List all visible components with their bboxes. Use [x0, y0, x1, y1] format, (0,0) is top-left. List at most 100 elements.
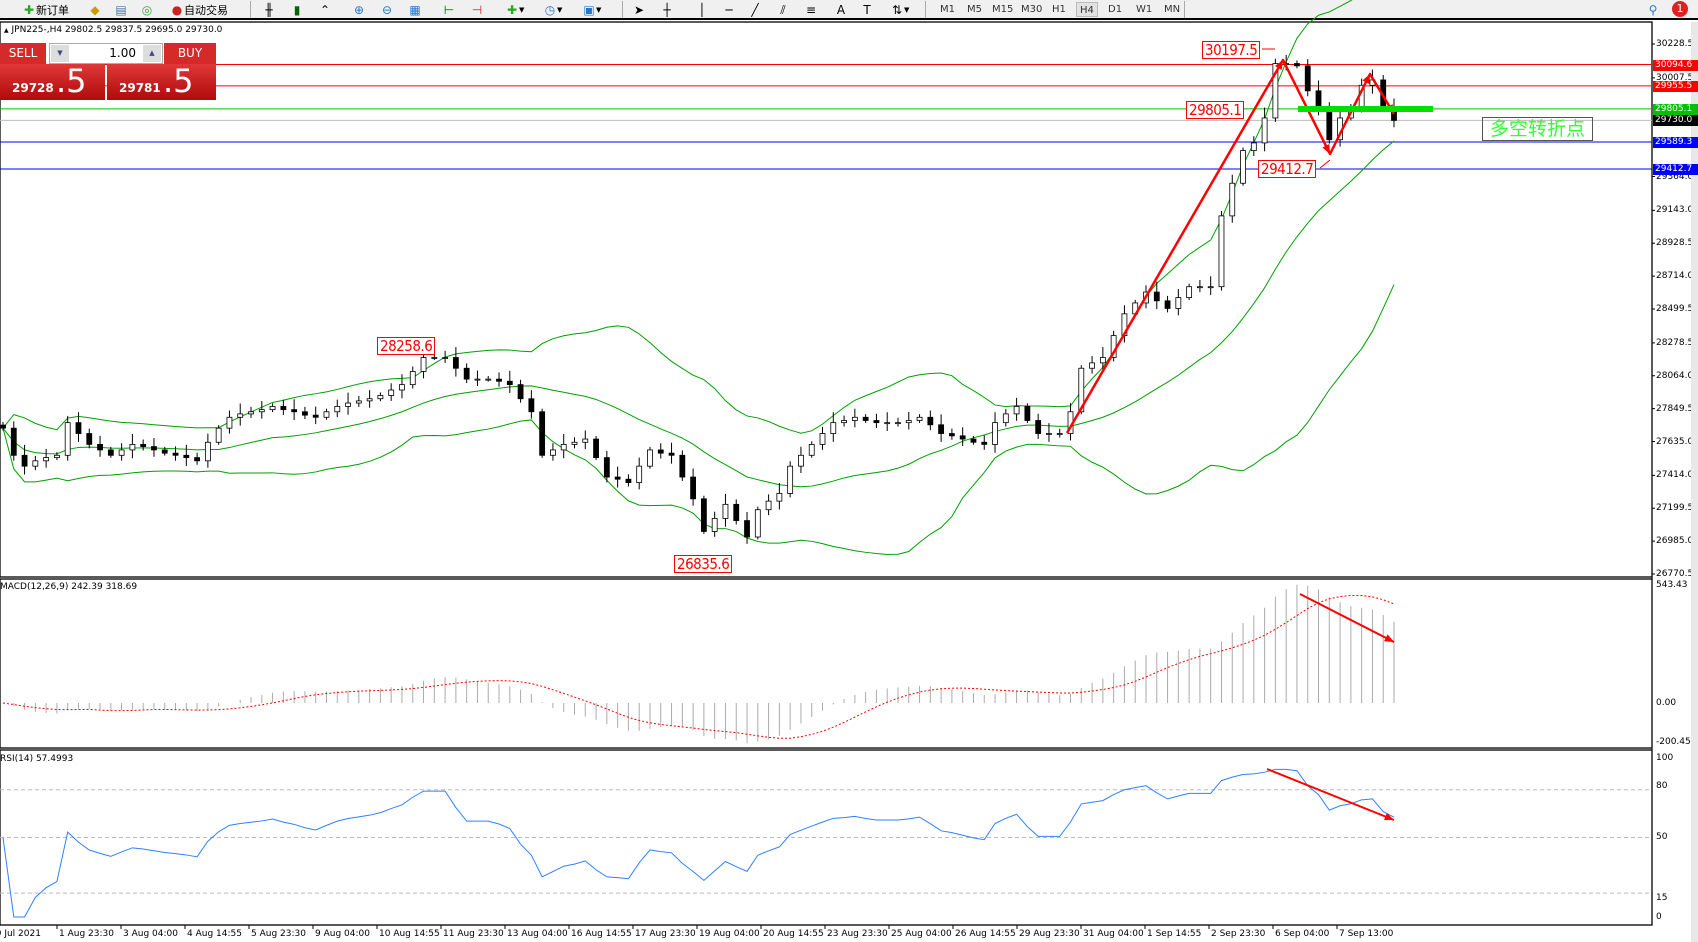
cursor-button[interactable]: ➤: [632, 1, 646, 18]
chart-shift-button[interactable]: ⊣: [470, 1, 484, 18]
arrow-head-icon: [1362, 74, 1370, 84]
template-icon: ▣: [583, 2, 595, 17]
dropdown-icon: ▼: [904, 5, 910, 14]
bar-chart-icon: ╫: [265, 2, 273, 17]
time-tick: 23 Aug 23:30: [827, 929, 888, 939]
rsi-level-80: 80: [1656, 781, 1668, 791]
annotation-low-aug[interactable]: 26835.6: [674, 555, 733, 573]
arrows-button[interactable]: ⇅ ▼: [890, 1, 909, 18]
timeframe-m15[interactable]: M15: [992, 4, 1014, 15]
bear-candle: [1035, 420, 1042, 434]
lot-increase-button[interactable]: ▲: [143, 45, 161, 62]
vertical-line-button[interactable]: │: [695, 1, 709, 18]
new-order-button[interactable]: ✚ 新订单: [22, 1, 69, 18]
timeframe-m5[interactable]: M5: [967, 4, 982, 15]
bear-candle: [75, 422, 82, 434]
line-chart-button[interactable]: ⌃: [318, 1, 332, 18]
rsi-line: [2, 768, 1395, 918]
timeframe-mn[interactable]: MN: [1164, 4, 1181, 15]
price-tick: 29364.0: [1656, 171, 1694, 182]
bull-candle: [582, 438, 589, 443]
bull-candle: [571, 441, 578, 445]
scrollbar[interactable]: [1691, 22, 1698, 942]
fibonacci-button[interactable]: ≡: [804, 1, 818, 18]
lot-decrease-button[interactable]: ▼: [51, 45, 69, 62]
buy-button[interactable]: BUY: [164, 43, 216, 64]
trendline-icon: ╱: [751, 2, 759, 17]
vertical-line-icon: │: [698, 2, 706, 17]
bear-candle: [280, 406, 287, 411]
time-tick: 5 Aug 23:30: [251, 929, 306, 939]
bb-middle: [2, 140, 1395, 488]
bear-candle: [603, 457, 610, 478]
bear-candle: [948, 433, 955, 437]
price-line-label: 29730.0: [1653, 115, 1698, 127]
bear-candle: [194, 457, 200, 462]
bollinger-bands: [2, 0, 1395, 555]
panel-frame-1: [0, 578, 1653, 749]
bull-candle: [334, 406, 341, 413]
macd-title: MACD(12,26,9) 242.39 318.69: [0, 582, 138, 592]
lot-size-input[interactable]: ▼ 1.00 ▲: [49, 43, 163, 64]
zoom-out-button[interactable]: ⊖: [380, 1, 394, 18]
sell-price[interactable]: 29728.5: [0, 62, 105, 100]
notifications-button[interactable]: 1: [1672, 0, 1688, 17]
indicators-button[interactable]: ✚ ▼: [505, 1, 524, 18]
bull-candle: [808, 444, 815, 456]
sell-button[interactable]: SELL: [0, 43, 46, 64]
search-button[interactable]: ⚲: [1646, 1, 1660, 18]
annotation-high-aug[interactable]: 28258.6: [377, 337, 436, 355]
buy-price-pips: .5: [163, 62, 194, 100]
bull-candle: [711, 518, 718, 532]
text-label-button[interactable]: T: [860, 1, 874, 18]
market-watch-button[interactable]: ◆: [88, 1, 102, 18]
bull-candle: [1002, 413, 1009, 424]
trendline-button[interactable]: ╱: [748, 1, 762, 18]
periods-button[interactable]: ◷ ▼: [543, 1, 563, 18]
bull-candle: [819, 433, 826, 445]
bull-candle: [798, 454, 804, 467]
bear-candle: [593, 438, 599, 458]
time-tick: 1 Sep 14:55: [1147, 929, 1202, 939]
bull-candle: [54, 454, 60, 458]
annotation-high[interactable]: 30197.5: [1202, 41, 1261, 59]
bull-candle: [269, 406, 276, 411]
text-button[interactable]: A: [834, 1, 848, 18]
crosshair-button[interactable]: ┼: [660, 1, 674, 18]
bear-candle: [302, 411, 308, 416]
bull-candle: [64, 422, 71, 456]
signals-button[interactable]: ◎: [140, 1, 154, 18]
candle-chart-button[interactable]: ▮: [290, 1, 304, 18]
lot-value[interactable]: 1.00: [109, 46, 136, 60]
data-window-button[interactable]: ▤: [114, 1, 128, 18]
pivot-label[interactable]: 多空转折点: [1482, 117, 1593, 141]
bear-candle: [668, 452, 675, 456]
annotation-mid[interactable]: 29805.1: [1186, 101, 1245, 119]
auto-trading-button[interactable]: ● 自动交易: [170, 1, 228, 18]
price-tick: 26770.5: [1656, 569, 1694, 579]
bull-candle: [787, 465, 794, 494]
time-tick: 16 Aug 14:55: [571, 929, 632, 939]
bull-candle: [754, 509, 761, 538]
timeframe-m1[interactable]: M1: [940, 4, 955, 15]
rsi-title: RSI(14) 57.4993: [0, 754, 74, 764]
tile-windows-button[interactable]: ▦: [408, 1, 422, 18]
bear-candle: [679, 454, 686, 478]
zoom-in-button[interactable]: ⊕: [352, 1, 366, 18]
horizontal-line-button[interactable]: ─: [722, 1, 736, 18]
templates-button[interactable]: ▣ ▼: [582, 1, 601, 18]
timeframe-h1[interactable]: H1: [1052, 4, 1066, 15]
channel-button[interactable]: ⫽: [776, 1, 790, 18]
timeframe-d1[interactable]: D1: [1108, 4, 1123, 15]
timeframe-m30[interactable]: M30: [1021, 4, 1043, 15]
bull-candle: [323, 411, 330, 418]
buy-price-main: 29781: [119, 81, 161, 95]
annotation-low[interactable]: 29412.7: [1258, 160, 1317, 178]
timeframe-w1[interactable]: W1: [1136, 4, 1153, 15]
line-chart-icon: ⌃: [319, 2, 331, 17]
bar-chart-button[interactable]: ╫: [262, 1, 276, 18]
autoscroll-button[interactable]: ⊢: [442, 1, 456, 18]
timeframe-h4[interactable]: H4: [1076, 2, 1098, 17]
buy-price[interactable]: 29781.5: [107, 62, 216, 100]
